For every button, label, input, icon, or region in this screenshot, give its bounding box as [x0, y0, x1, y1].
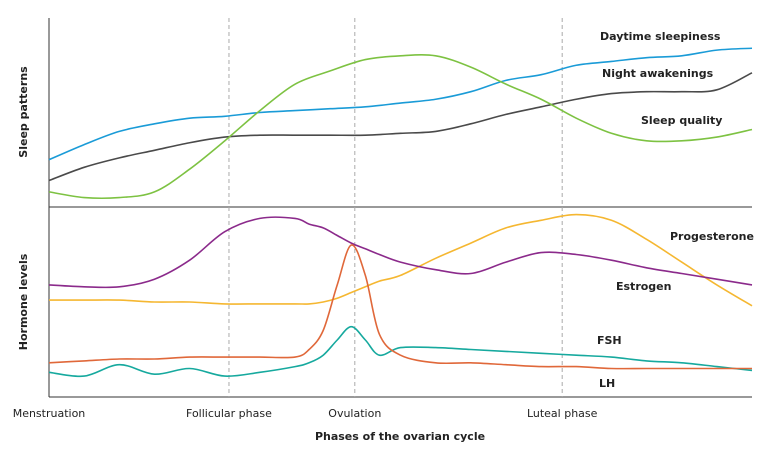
x-tick-label: Luteal phase — [527, 407, 598, 420]
data-line — [48, 72, 753, 182]
series-label: Night awakenings — [602, 67, 714, 80]
series-label: Daytime sleepiness — [600, 30, 721, 43]
x-axis-label: Phases of the ovarian cycle — [315, 430, 485, 443]
y-axis-label: Sleep patterns — [17, 66, 30, 158]
series-label: Sleep quality — [641, 114, 722, 127]
x-tick-label: Follicular phase — [186, 407, 272, 420]
series-label: Progesterone — [670, 230, 754, 243]
data-line — [48, 54, 753, 200]
x-tick-label: Menstruation — [13, 407, 86, 420]
data-line — [48, 244, 752, 370]
data-line — [48, 216, 753, 289]
data-line — [49, 213, 753, 307]
series-label: FSH — [597, 334, 622, 347]
series-label: Estrogen — [616, 280, 671, 293]
series-label: LH — [599, 377, 615, 390]
data-line — [48, 47, 753, 161]
data-line — [48, 325, 753, 378]
y-axis-label: Hormone levels — [17, 253, 30, 350]
x-tick-label: Ovulation — [328, 407, 381, 420]
